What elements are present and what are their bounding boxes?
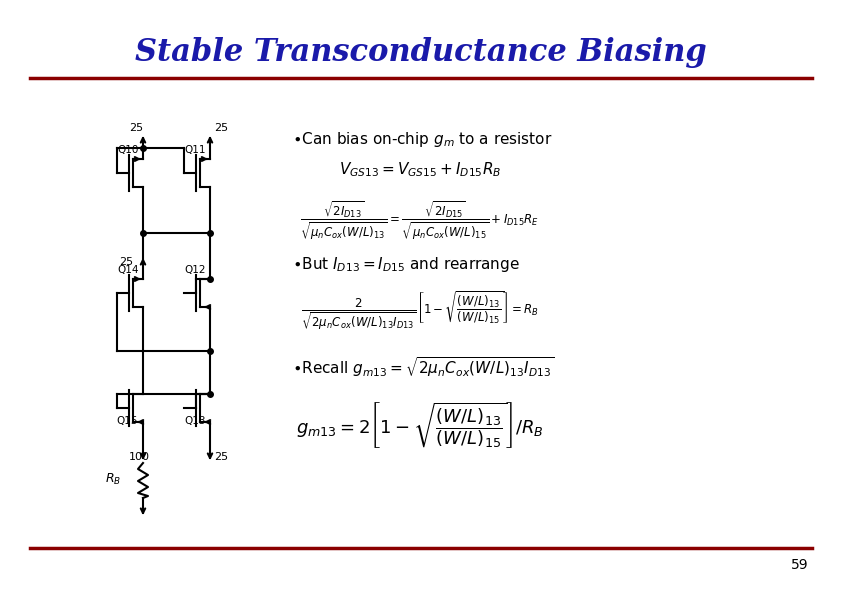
- Text: Q10: Q10: [117, 145, 139, 155]
- Text: Stable Transconductance Biasing: Stable Transconductance Biasing: [135, 36, 707, 67]
- Text: Q13: Q13: [184, 416, 205, 426]
- Text: $g_{m13} = 2\left[1 - \sqrt{\dfrac{(W/L)_{13}}{(W/L)_{15}}}\right] / R_B$: $g_{m13} = 2\left[1 - \sqrt{\dfrac{(W/L)…: [296, 400, 544, 450]
- Text: Q12: Q12: [184, 265, 205, 275]
- Text: $\bullet$But $I_{D13} = I_{D15}$ and rearrange: $\bullet$But $I_{D13} = I_{D15}$ and rea…: [292, 255, 520, 274]
- Text: 25: 25: [129, 123, 143, 133]
- Text: Q14: Q14: [117, 265, 139, 275]
- Text: 59: 59: [791, 558, 809, 572]
- Text: $R_B$: $R_B$: [105, 472, 121, 487]
- Text: 25: 25: [119, 257, 133, 267]
- Text: Q15: Q15: [116, 416, 138, 426]
- Text: $V_{GS13} = V_{GS15} + I_{D15}R_B$: $V_{GS13} = V_{GS15} + I_{D15}R_B$: [338, 160, 501, 178]
- Text: 100: 100: [129, 452, 150, 462]
- Text: 25: 25: [214, 123, 228, 133]
- Text: $\bullet$Can bias on-chip $g_m$ to a resistor: $\bullet$Can bias on-chip $g_m$ to a res…: [292, 130, 552, 149]
- Text: $\dfrac{2}{\sqrt{2\mu_n C_{ox}(W/L)_{13}I_{D13}}}\left[1 - \sqrt{\dfrac{(W/L)_{1: $\dfrac{2}{\sqrt{2\mu_n C_{ox}(W/L)_{13}…: [301, 290, 539, 333]
- Text: 25: 25: [214, 452, 228, 462]
- Text: $\bullet$Recall $g_{m13} = \sqrt{2\mu_n C_{ox}(W/L)_{13}I_{D13}}$: $\bullet$Recall $g_{m13} = \sqrt{2\mu_n …: [292, 355, 554, 379]
- Text: $\dfrac{\sqrt{2I_{D13}}}{\sqrt{\mu_n C_{ox}(W/L)_{13}}} = \dfrac{\sqrt{2I_{D15}}: $\dfrac{\sqrt{2I_{D13}}}{\sqrt{\mu_n C_{…: [301, 200, 540, 242]
- Text: Q11: Q11: [184, 145, 205, 155]
